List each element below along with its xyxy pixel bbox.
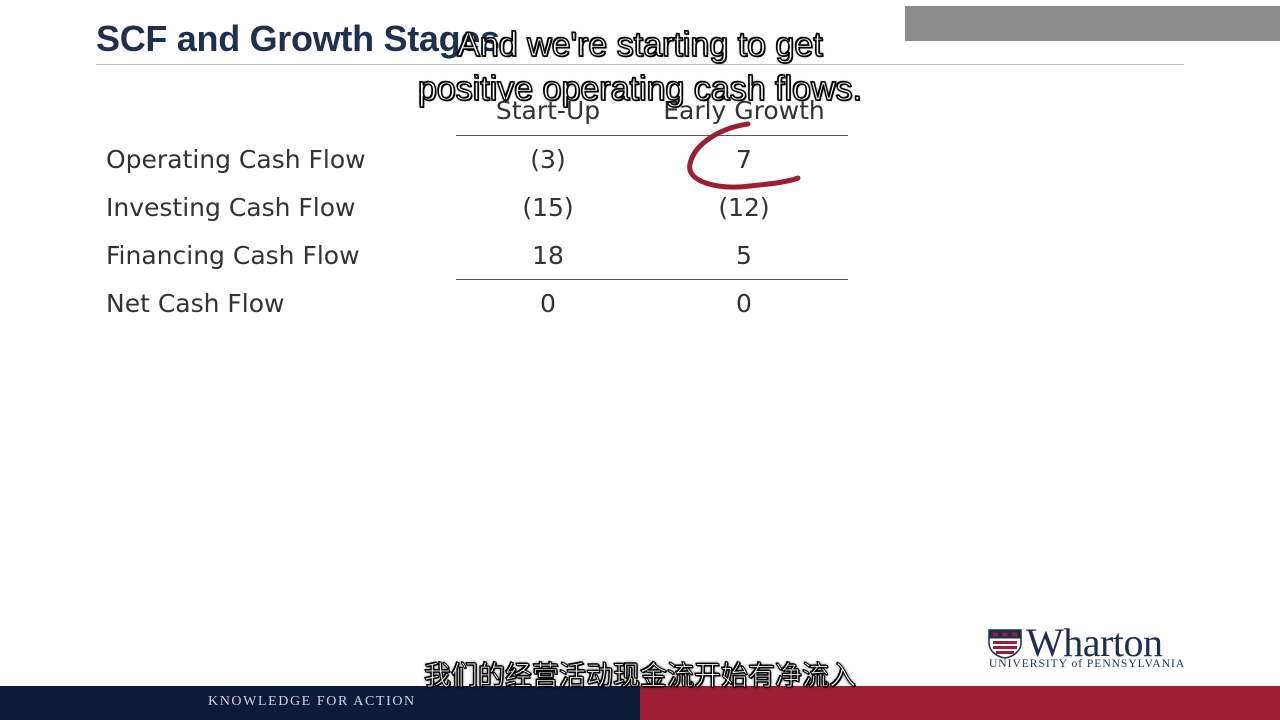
wharton-logo: Wharton UNIVERSITY of PENNSYLVANIA: [988, 620, 1198, 675]
caption-line-1: And we're starting to get: [457, 25, 824, 64]
total-rule: [456, 279, 848, 280]
cell-financing-start-up: 18: [532, 241, 564, 270]
penn-shield-icon: [988, 629, 1022, 659]
header-rule: [456, 135, 848, 136]
row-label-net: Net Cash Flow: [106, 289, 285, 318]
logo-wordmark: Wharton: [1026, 620, 1163, 665]
slide-title: SCF and Growth Stages: [96, 18, 500, 59]
cell-investing-early-growth: (12): [718, 193, 770, 222]
column-header-start-up: Start-Up: [495, 96, 601, 125]
column-header-early-growth: Early Growth: [663, 96, 825, 125]
footer-bar-red: [640, 686, 1280, 720]
cell-net-start-up: 0: [540, 289, 556, 318]
cell-operating-early-growth: 7: [736, 145, 752, 174]
row-label-investing: Investing Cash Flow: [106, 193, 356, 222]
cell-net-early-growth: 0: [736, 289, 752, 318]
chinese-subtitle: 我们的经营活动现金流开始有净流入: [424, 661, 857, 693]
highlight-circle-mark: [687, 121, 801, 190]
footer-bar-navy: [0, 686, 640, 720]
cell-financing-early-growth: 5: [736, 241, 752, 270]
title-divider: [96, 64, 1184, 65]
top-right-bar: [905, 6, 1280, 41]
cell-operating-start-up: (3): [530, 145, 566, 174]
footer-tagline: KNOWLEDGE FOR ACTION: [208, 694, 416, 709]
logo-subtitle: UNIVERSITY of PENNSYLVANIA: [989, 658, 1186, 670]
row-label-operating: Operating Cash Flow: [106, 145, 366, 174]
cell-investing-start-up: (15): [522, 193, 574, 222]
row-label-financing: Financing Cash Flow: [106, 241, 360, 270]
caption-line-2: positive operating cash flows.: [417, 69, 863, 108]
